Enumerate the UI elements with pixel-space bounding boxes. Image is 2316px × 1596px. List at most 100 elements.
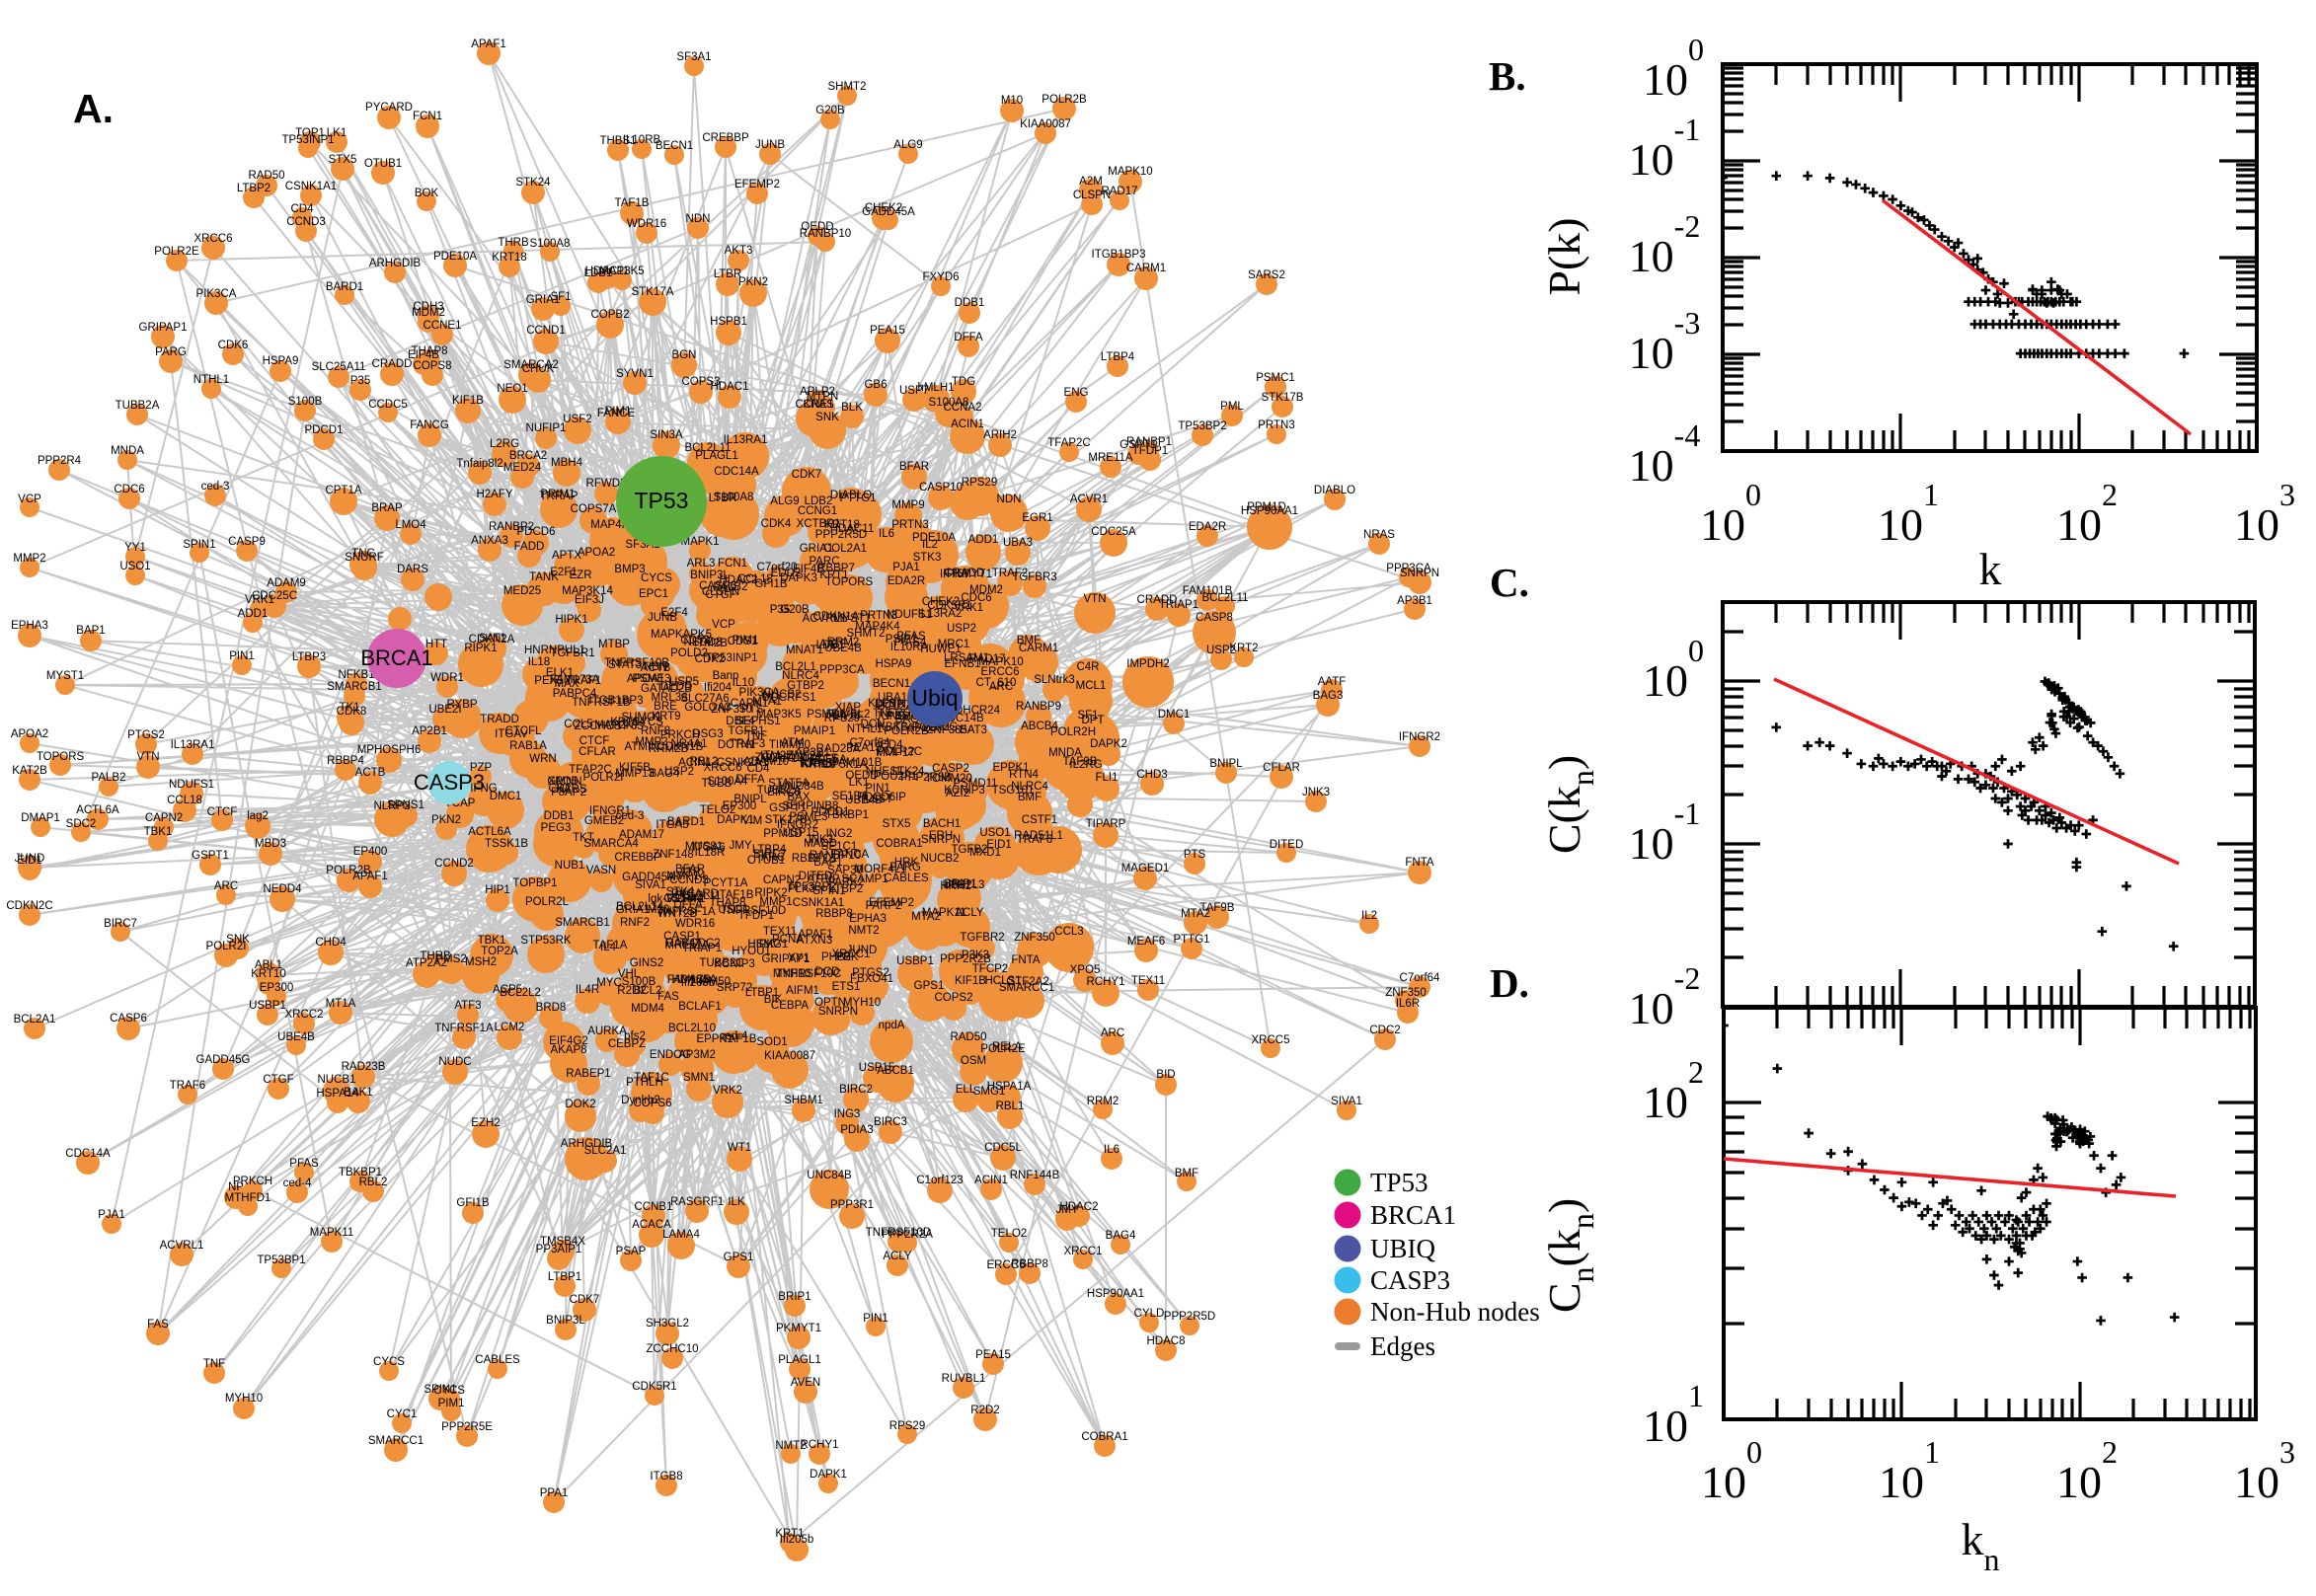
svg-text:POLR2G: POLR2G bbox=[912, 722, 959, 733]
svg-text:GSPT1: GSPT1 bbox=[769, 802, 807, 814]
svg-text:CPT1A: CPT1A bbox=[325, 485, 361, 496]
svg-text:PRIM1: PRIM1 bbox=[540, 489, 575, 500]
svg-text:PCYT1A: PCYT1A bbox=[704, 877, 748, 889]
svg-text:NTHL1: NTHL1 bbox=[847, 723, 883, 735]
svg-text:CASP3: CASP3 bbox=[1370, 1265, 1450, 1295]
svg-text:CD4: CD4 bbox=[746, 763, 770, 775]
svg-text:NFKB1: NFKB1 bbox=[338, 669, 374, 681]
svg-text:LTBR: LTBR bbox=[714, 268, 742, 280]
svg-text:TKT: TKT bbox=[573, 832, 594, 844]
svg-text:RCHY1: RCHY1 bbox=[667, 893, 706, 905]
svg-text:CCNE1: CCNE1 bbox=[424, 320, 462, 332]
svg-text:LK1: LK1 bbox=[849, 777, 869, 789]
svg-text:LRSAM1: LRSAM1 bbox=[944, 652, 989, 664]
svg-text:EPPK1: EPPK1 bbox=[696, 1033, 733, 1045]
svg-text:UBE4B: UBE4B bbox=[845, 795, 883, 806]
svg-text:Ubiq: Ubiq bbox=[911, 685, 958, 711]
svg-text:KARS: KARS bbox=[556, 784, 587, 796]
svg-text:BRD8: BRD8 bbox=[536, 1002, 567, 1014]
svg-text:BRE: BRE bbox=[654, 701, 677, 713]
svg-text:CCND2: CCND2 bbox=[434, 858, 474, 870]
svg-text:ARC: ARC bbox=[1101, 1027, 1124, 1039]
svg-text:GADD45A: GADD45A bbox=[622, 872, 675, 883]
svg-text:KRT1: KRT1 bbox=[775, 1528, 804, 1540]
svg-text:IFNGR1: IFNGR1 bbox=[589, 805, 631, 817]
svg-text:RRM2B: RRM2B bbox=[649, 743, 689, 755]
svg-text:EP300: EP300 bbox=[260, 982, 294, 994]
svg-text:ARHGDIB: ARHGDIB bbox=[369, 258, 422, 269]
svg-text:SAP30: SAP30 bbox=[827, 865, 863, 876]
svg-text:RNF2: RNF2 bbox=[620, 917, 650, 929]
svg-text:TBK1: TBK1 bbox=[478, 935, 506, 947]
svg-text:PTGS2: PTGS2 bbox=[852, 967, 889, 979]
svg-text:USP2: USP2 bbox=[947, 623, 976, 635]
svg-text:CD4: CD4 bbox=[290, 203, 314, 215]
svg-text:RPS29: RPS29 bbox=[962, 477, 997, 489]
svg-text:NTHL1: NTHL1 bbox=[193, 374, 229, 386]
svg-text:IL2: IL2 bbox=[922, 539, 938, 551]
svg-text:DFFA: DFFA bbox=[673, 899, 703, 911]
svg-text:EP300: EP300 bbox=[723, 800, 757, 812]
svg-text:DCTN1: DCTN1 bbox=[875, 699, 912, 711]
svg-text:MMP1: MMP1 bbox=[759, 896, 792, 908]
svg-text:PSAP: PSAP bbox=[616, 1246, 647, 1257]
svg-text:PPP3R1: PPP3R1 bbox=[830, 1199, 874, 1211]
svg-text:SLC25A11: SLC25A11 bbox=[312, 361, 366, 373]
svg-text:NEDD8: NEDD8 bbox=[684, 637, 723, 648]
svg-text:NDN: NDN bbox=[997, 494, 1022, 505]
svg-text:RUVBL2: RUVBL2 bbox=[826, 709, 871, 721]
svg-text:CD4: CD4 bbox=[880, 739, 903, 751]
svg-text:CRADD: CRADD bbox=[1137, 594, 1178, 606]
svg-text:AP3M2: AP3M2 bbox=[678, 1049, 716, 1061]
svg-text:ARIH2: ARIH2 bbox=[983, 429, 1017, 441]
svg-text:G20B: G20B bbox=[780, 604, 810, 616]
svg-text:WDR1: WDR1 bbox=[430, 672, 464, 684]
svg-text:DMC1: DMC1 bbox=[1158, 709, 1191, 721]
svg-text:PPP2R5D: PPP2R5D bbox=[1164, 1311, 1215, 1323]
svg-text:XPO5: XPO5 bbox=[1070, 964, 1101, 976]
svg-text:MDM2: MDM2 bbox=[969, 584, 1003, 596]
svg-text:FADD: FADD bbox=[514, 541, 545, 553]
svg-text:ACVR1: ACVR1 bbox=[1070, 494, 1108, 505]
svg-text:NHEJ1: NHEJ1 bbox=[866, 766, 901, 778]
svg-text:PEX5: PEX5 bbox=[534, 675, 563, 687]
svg-text:BMP3: BMP3 bbox=[614, 564, 645, 575]
svg-text:MRC1: MRC1 bbox=[938, 639, 970, 650]
svg-text:ALG9: ALG9 bbox=[770, 495, 799, 507]
svg-text:JUND: JUND bbox=[847, 945, 878, 956]
svg-text:ZNF385A: ZNF385A bbox=[926, 724, 975, 736]
svg-text:USP7: USP7 bbox=[899, 385, 929, 397]
svg-text:RNF144B: RNF144B bbox=[1010, 1170, 1060, 1181]
svg-text:HUWE1: HUWE1 bbox=[920, 644, 962, 655]
svg-text:PKN2: PKN2 bbox=[431, 814, 461, 826]
svg-text:NRAS: NRAS bbox=[1363, 529, 1395, 541]
svg-text:XRCC1: XRCC1 bbox=[832, 949, 871, 960]
svg-text:SMN1: SMN1 bbox=[683, 1072, 715, 1084]
svg-text:CTCF: CTCF bbox=[207, 806, 238, 818]
svg-text:GPS1: GPS1 bbox=[914, 980, 945, 992]
svg-text:TFAP2C: TFAP2C bbox=[569, 764, 611, 776]
svg-text:UBE4B: UBE4B bbox=[824, 643, 862, 654]
svg-text:USP15: USP15 bbox=[783, 827, 818, 839]
svg-text:GINS2: GINS2 bbox=[630, 957, 664, 969]
svg-text:STK17B: STK17B bbox=[1262, 392, 1304, 404]
svg-text:VTN: VTN bbox=[1084, 593, 1107, 605]
svg-text:CLSPN: CLSPN bbox=[1073, 190, 1111, 201]
svg-text:CHD3: CHD3 bbox=[1136, 769, 1167, 781]
svg-text:ATF3: ATF3 bbox=[454, 1000, 481, 1012]
svg-text:XRCC1: XRCC1 bbox=[1064, 1246, 1103, 1257]
svg-text:SPIN1: SPIN1 bbox=[183, 539, 215, 551]
svg-text:THRB: THRB bbox=[420, 950, 451, 962]
svg-text:CTCFL: CTCFL bbox=[504, 725, 542, 737]
svg-text:A.: A. bbox=[73, 86, 114, 131]
svg-text:XRCC2: XRCC2 bbox=[285, 1009, 324, 1021]
svg-text:ZCCHC8: ZCCHC8 bbox=[575, 721, 621, 732]
svg-text:LTBR: LTBR bbox=[709, 493, 737, 504]
svg-text:LK1: LK1 bbox=[327, 127, 347, 139]
svg-text:HDAC2: HDAC2 bbox=[1060, 1201, 1099, 1213]
svg-text:JMY: JMY bbox=[1056, 1204, 1079, 1216]
svg-text:PDE5A: PDE5A bbox=[810, 754, 847, 766]
svg-text:KLF6: KLF6 bbox=[868, 698, 895, 710]
svg-text:STK24: STK24 bbox=[515, 177, 551, 189]
svg-text:RAD51L1: RAD51L1 bbox=[1014, 830, 1063, 842]
